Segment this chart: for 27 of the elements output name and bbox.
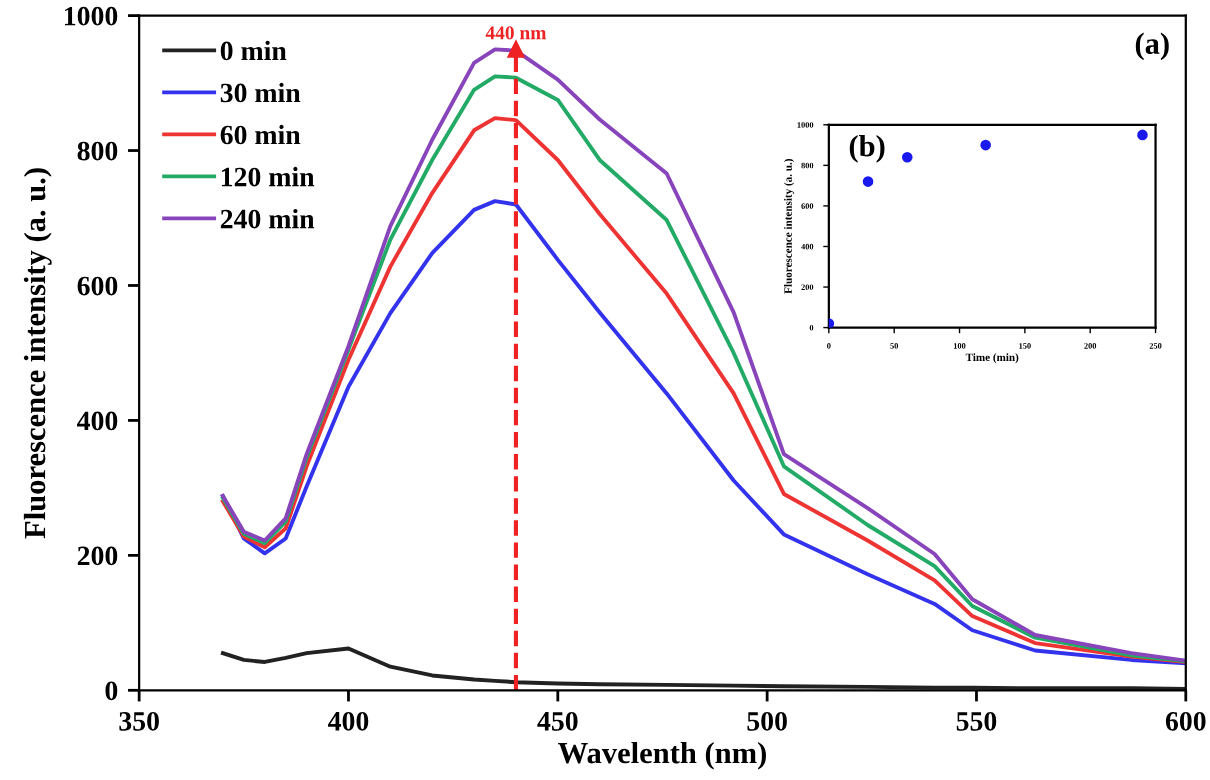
x-tick-label: 400 <box>328 711 369 731</box>
x-axis-title: Wavelenth (nm) <box>558 741 766 770</box>
legend-label: 240 min <box>220 208 315 229</box>
legend-label: 120 min <box>221 166 315 187</box>
legend-label: 0 min <box>220 40 287 61</box>
annotation: (a) <box>1135 32 1169 61</box>
point <box>980 139 991 151</box>
point <box>1137 129 1148 141</box>
legend-label: 30 min <box>220 82 301 103</box>
y-tick-label: 1000 <box>64 6 118 26</box>
point <box>862 176 874 187</box>
line-series <box>220 646 1186 691</box>
legend-label: 60 min <box>220 124 301 145</box>
point <box>901 151 913 163</box>
x-tick-label: 550 <box>956 711 997 731</box>
y-tick-label: 200 <box>77 546 118 566</box>
y-axis-title: Fluorescence intensity (a. u.) <box>23 168 52 539</box>
y-tick-label: 800 <box>77 141 118 161</box>
x-tick-label: 450 <box>537 711 578 731</box>
x-tick-label: 600 <box>1165 711 1206 731</box>
x-tick-label: 350 <box>119 711 159 731</box>
x-tick-label: 500 <box>747 711 787 731</box>
annotation: (b) <box>849 134 885 163</box>
y-tick-label: 0 <box>105 681 118 701</box>
y-tick-label: 400 <box>77 411 118 431</box>
ref-line-label: 440 nm <box>485 26 547 40</box>
y-tick-label: 600 <box>77 276 118 296</box>
